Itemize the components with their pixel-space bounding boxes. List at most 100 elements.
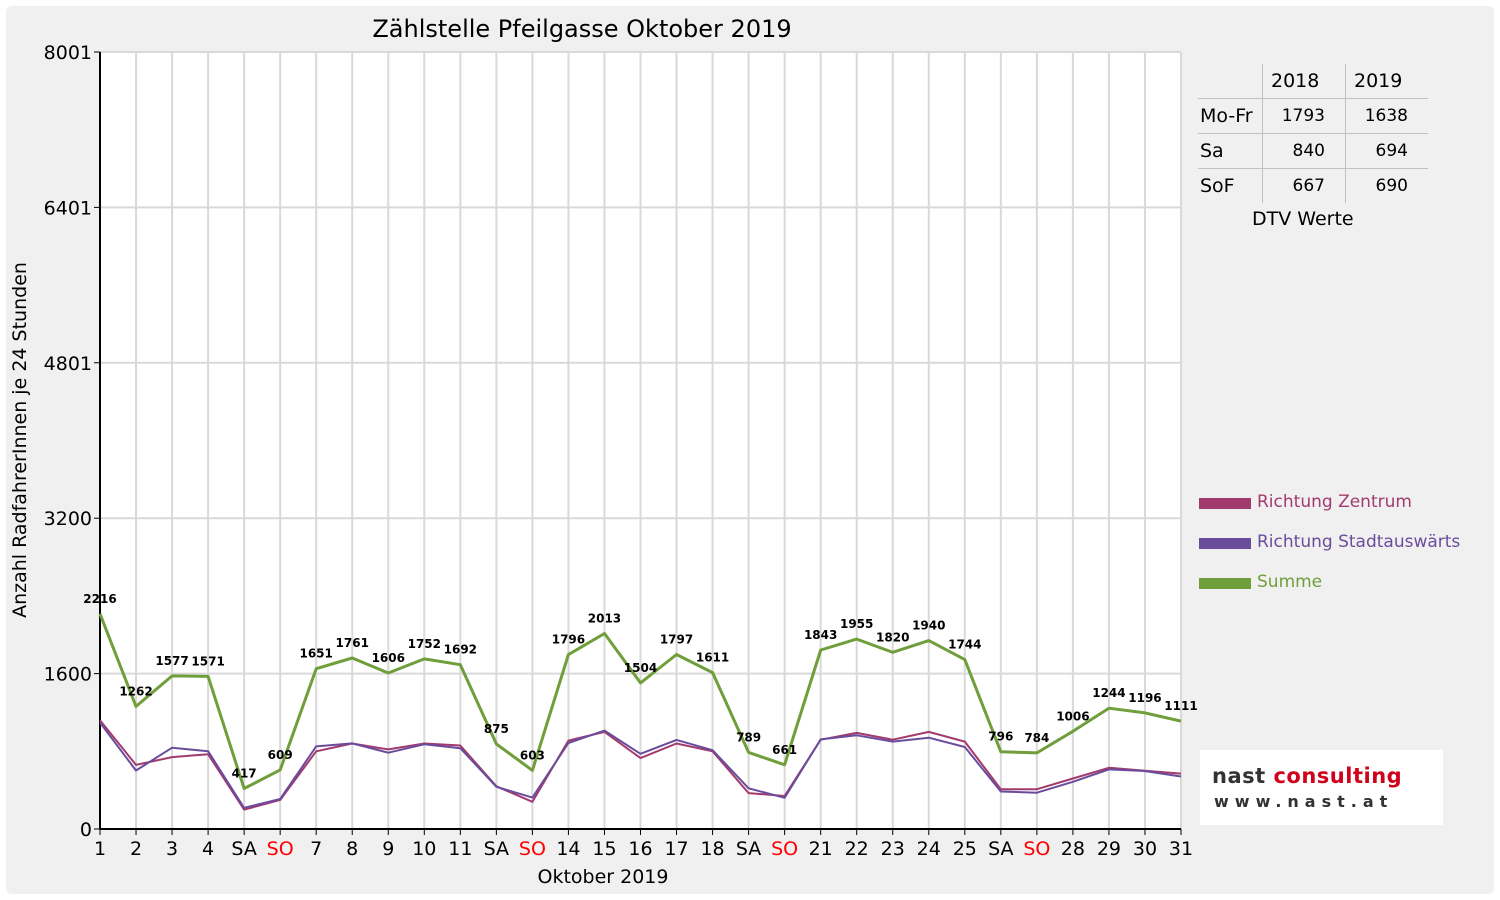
x-tick-label: 10 (412, 838, 436, 860)
x-tick-label: 31 (1169, 838, 1193, 860)
data-label: 1752 (408, 637, 441, 651)
x-tick-label: SO (771, 838, 798, 860)
dtv-row-mofr: Mo-Fr 1793 1638 (1198, 98, 1428, 134)
series-line (98, 613, 1182, 790)
x-tick-label: 24 (917, 838, 941, 860)
dtv-header-row: 2018 2019 (1198, 64, 1428, 99)
y-tick-label: 3200 (44, 508, 92, 530)
dtv-caption: DTV Werte (1252, 208, 1354, 230)
dtv-row-label: Mo-Fr (1198, 98, 1263, 134)
data-label: 2013 (588, 612, 621, 626)
legend-item-summe: Summe (1199, 572, 1460, 612)
y-tick-label: 8001 (44, 42, 92, 64)
legend-swatch (1199, 578, 1251, 589)
y-axis-label: Anzahl RadfahrerInnen je 24 Stunden (9, 262, 31, 618)
data-label: 1797 (660, 632, 693, 646)
nast-consulting-logo: nast consulting www.nast.at (1200, 750, 1443, 825)
grid (100, 51, 1182, 829)
x-tick-label: 29 (1097, 838, 1121, 860)
dtv-value-2019: 694 (1345, 133, 1428, 169)
data-label: 875 (484, 722, 509, 736)
dtv-value-2018: 667 (1262, 168, 1346, 203)
chart-title: Zählstelle Pfeilgasse Oktober 2019 (372, 15, 791, 43)
data-label: 1606 (372, 651, 405, 665)
legend-item-stadtauswaerts: Richtung Stadtauswärts (1199, 532, 1460, 572)
legend-label: Richtung Stadtauswärts (1257, 532, 1461, 552)
data-label: 1940 (912, 619, 945, 633)
data-label: 1692 (444, 643, 477, 657)
logo-word-nast: nast (1212, 764, 1274, 788)
data-label: 1761 (336, 636, 369, 650)
x-tick-label: 30 (1133, 838, 1157, 860)
x-tick-label: 1 (94, 838, 106, 860)
x-tick-label: SO (267, 838, 294, 860)
dtv-value-2019: 690 (1345, 168, 1428, 203)
dtv-header-2019: 2019 (1345, 64, 1428, 99)
data-label: 789 (736, 730, 761, 744)
data-label: 784 (1024, 731, 1049, 745)
x-tick-label: 15 (592, 838, 616, 860)
x-tick-label: 28 (1061, 838, 1085, 860)
data-label: 1262 (119, 684, 152, 698)
x-axis-label: Oktober 2019 (538, 866, 669, 888)
x-tick-label: SA (736, 838, 761, 860)
data-label: 1651 (299, 647, 332, 661)
x-tick-label: SO (1023, 838, 1050, 860)
legend-swatch (1199, 498, 1251, 509)
x-tick-label: 23 (881, 838, 905, 860)
data-label: 1744 (948, 638, 981, 652)
x-tick-label: 4 (202, 838, 214, 860)
x-tick-label: SA (988, 838, 1013, 860)
dtv-row-sa: Sa 840 694 (1198, 133, 1428, 169)
data-label: 1196 (1128, 691, 1161, 705)
data-label: 603 (520, 748, 545, 762)
legend: Richtung Zentrum Richtung Stadtauswärts … (1199, 492, 1460, 612)
dtv-value-2018: 1793 (1262, 98, 1346, 134)
y-tick-label: 0 (80, 819, 92, 841)
data-label: 1843 (804, 628, 837, 642)
data-label: 1504 (624, 661, 657, 675)
x-tick-label: 3 (166, 838, 178, 860)
data-label: 1577 (155, 654, 188, 668)
data-label: 796 (988, 730, 1013, 744)
logo-word-consulting: consulting (1273, 764, 1403, 788)
x-tick-label: 25 (953, 838, 977, 860)
x-tick-label: 18 (700, 838, 724, 860)
data-label: 609 (268, 748, 293, 762)
dtv-row-label: Sa (1198, 133, 1263, 169)
x-tick-label: 7 (310, 838, 322, 860)
y-tick-label: 6401 (44, 197, 92, 219)
x-tick-label: 16 (628, 838, 652, 860)
dtv-value-2019: 1638 (1345, 98, 1428, 134)
x-tick-label: 21 (809, 838, 833, 860)
series-layer (98, 613, 1182, 811)
legend-label: Richtung Zentrum (1257, 492, 1412, 512)
data-label: 1611 (696, 651, 729, 665)
data-label: 2216 (83, 592, 116, 606)
x-tick-label: 2 (130, 838, 142, 860)
data-label: 1955 (840, 617, 873, 631)
logo-wordmark: nast consulting (1212, 764, 1402, 788)
data-label: 661 (772, 743, 797, 757)
legend-swatch (1199, 538, 1251, 549)
x-tick-label: 8 (346, 838, 358, 860)
dtv-row-label: SoF (1200, 175, 1235, 197)
dtv-header-2018: 2018 (1262, 64, 1346, 99)
logo-url: www.nast.at (1214, 792, 1394, 811)
x-tick-label: 9 (382, 838, 394, 860)
data-label: 1571 (191, 654, 224, 668)
dtv-table: 2018 2019 Mo-Fr 1793 1638 Sa 840 694 SoF… (1198, 64, 1428, 203)
dtv-header-corner (1198, 64, 1263, 99)
legend-item-zentrum: Richtung Zentrum (1199, 492, 1460, 532)
y-tick-label: 1600 (44, 664, 92, 686)
data-label: 1111 (1164, 699, 1197, 713)
y-tick-label: 4801 (44, 353, 92, 375)
x-tick-label: SA (231, 838, 256, 860)
data-label: 417 (232, 767, 257, 781)
data-label: 1006 (1056, 709, 1089, 723)
x-tick-label: 17 (664, 838, 688, 860)
data-label: 1796 (552, 633, 585, 647)
